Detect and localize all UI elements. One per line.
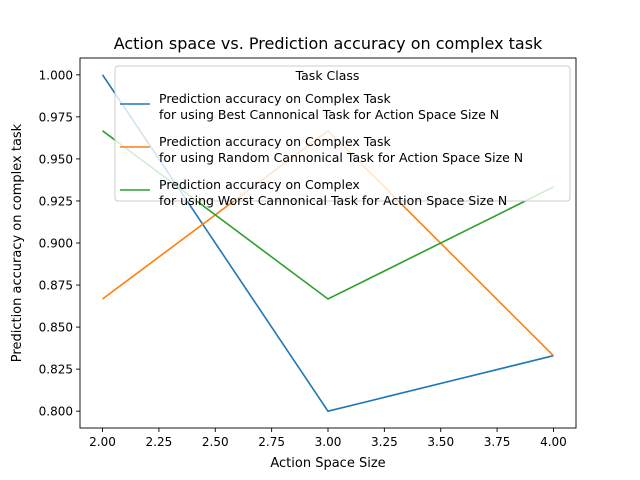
legend-box	[114, 65, 571, 202]
x-tick-label: 2.75	[258, 435, 285, 449]
y-tick-label: 0.925	[39, 194, 73, 208]
x-tick-label: 3.50	[427, 435, 454, 449]
legend-entry-line: for using Worst Cannonical Task for Acti…	[159, 193, 507, 208]
y-axis-label: Prediction accuracy on complex task	[10, 123, 25, 362]
legend-entry-line: Prediction accuracy on Complex Task	[159, 91, 392, 106]
legend-entry-1: Prediction accuracy on Complex Task for u…	[159, 91, 499, 122]
x-tick-label: 2.50	[202, 435, 229, 449]
x-tick-label: 3.00	[315, 435, 342, 449]
y-tick-label: 0.850	[39, 321, 73, 335]
y-tick-label: 1.000	[39, 68, 73, 82]
x-tick-label: 3.25	[371, 435, 398, 449]
legend-title: Task Class	[295, 68, 360, 83]
y-tick-label: 0.800	[39, 405, 73, 419]
legend-entry-line: for using Best Cannonical Task for Actio…	[159, 107, 499, 122]
x-tick-label: 2.25	[146, 435, 173, 449]
x-tick-label: 2.00	[89, 435, 116, 449]
legend-entry-line: Prediction accuracy on Complex Task	[159, 134, 392, 149]
y-tick-label: 0.875	[39, 279, 73, 293]
legend-entry-2: Prediction accuracy on Complex Task for u…	[159, 134, 523, 165]
legend-entry-line: for using Random Cannonical Task for Act…	[159, 150, 523, 165]
y-tick-label: 0.900	[39, 237, 73, 251]
legend: Task Class Prediction accuracy on Complex…	[114, 65, 571, 208]
x-tick-label: 3.75	[484, 435, 511, 449]
chart-title: Action space vs. Prediction accuracy on …	[114, 34, 543, 53]
x-tick-label: 4.00	[540, 435, 567, 449]
legend-entry-line: Prediction accuracy on Complex	[159, 177, 360, 192]
axes-layer: 2.00 2.25 2.50 2.75 3.00 3.25 3.50 3.75 4.00 0.80…	[39, 57, 577, 449]
legend-entry-3: Prediction accuracy on Complex for using …	[159, 177, 507, 208]
x-axis-label: Action Space Size	[270, 456, 385, 471]
y-tick-label: 0.975	[39, 110, 73, 124]
y-tick-label: 0.825	[39, 363, 73, 377]
y-tick-label: 0.950	[39, 152, 73, 166]
